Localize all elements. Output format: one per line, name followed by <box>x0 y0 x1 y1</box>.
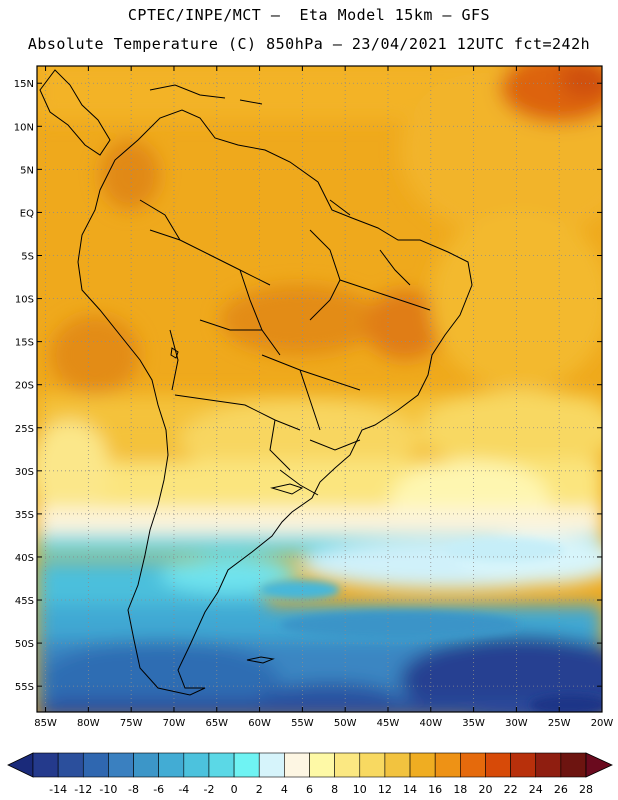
temperature-colorbar: -14 -12 -10 -8 -6 -4 -2 0 2 4 6 8 10 12 14 16 18 20 22 24 26… <box>7 752 613 796</box>
lat-label: 10N <box>14 122 34 133</box>
colorbar-swatch <box>233 752 260 778</box>
colorbar-label: 14 <box>403 783 417 796</box>
colorbar-swatch <box>434 752 461 778</box>
lon-label: 25W <box>548 718 571 729</box>
lat-label: 55S <box>15 682 34 693</box>
continent-outline <box>39 69 473 696</box>
colorbar-label: -4 <box>178 783 189 796</box>
colorbar-swatch <box>460 752 486 778</box>
colorbar-label: 10 <box>353 783 367 796</box>
lon-label: 55W <box>291 718 314 729</box>
colorbar-label: 22 <box>504 783 518 796</box>
lon-label: 35W <box>462 718 485 729</box>
lat-label: 10S <box>15 295 34 306</box>
colorbar-swatch <box>535 752 562 778</box>
colorbar-swatch <box>510 752 537 778</box>
map-frame <box>36 65 603 713</box>
colorbar-swatch <box>108 752 134 778</box>
colorbar-label: 4 <box>281 783 288 796</box>
colorbar-label: -10 <box>99 783 117 796</box>
lon-label: 45W <box>377 718 400 729</box>
lon-label: 40W <box>419 718 442 729</box>
lat-label: 25S <box>15 424 34 435</box>
colorbar-swatch <box>158 752 185 778</box>
lon-label: 20W <box>591 718 614 729</box>
colorbar-swatch <box>309 752 335 778</box>
colorbar-label: 24 <box>529 783 543 796</box>
colorbar-label: -2 <box>203 783 214 796</box>
colorbar-label: 20 <box>478 783 492 796</box>
lon-label: 70W <box>163 718 186 729</box>
colorbar-label: 8 <box>331 783 338 796</box>
colorbar-swatch <box>82 752 109 778</box>
colorbar-end-high <box>585 752 613 778</box>
colorbar-label: 2 <box>256 783 263 796</box>
central-america-coast <box>39 69 111 156</box>
colorbar-label: 0 <box>231 783 238 796</box>
temperature-field <box>37 66 602 712</box>
lon-label: 75W <box>120 718 143 729</box>
lat-label: 35S <box>15 510 34 521</box>
title-model-line: CPTEC/INPE/MCT – Eta Model 15km – GFS <box>127 6 491 24</box>
lat-label: 15S <box>15 338 34 349</box>
colorbar-label: 28 <box>579 783 593 796</box>
lon-label: 60W <box>248 718 271 729</box>
colorbar-label: -8 <box>128 783 139 796</box>
lat-label: 15N <box>14 79 34 90</box>
lon-label: 85W <box>34 718 57 729</box>
lat-label: 20S <box>15 381 34 392</box>
colorbar-label: 26 <box>554 783 568 796</box>
south-america-coastline <box>77 109 473 696</box>
colorbar-swatch <box>560 752 587 778</box>
title-variable-line: Absolute Temperature (C) 850hPa – 23/04/… <box>27 35 591 53</box>
latitude-axis: 15N 10N 5N EQ 5S 10S 15S 20S 25S 30S 35S 40S 45S 50S 5… <box>14 79 602 693</box>
colorbar-label: 18 <box>453 783 467 796</box>
lat-label: 45S <box>15 596 34 607</box>
colorbar-label: -14 <box>49 783 67 796</box>
colorbar-swatch <box>57 752 84 778</box>
colorbar-label: -6 <box>153 783 164 796</box>
colorbar-swatch <box>359 752 386 778</box>
colorbar-label: 6 <box>306 783 313 796</box>
lat-label: 5S <box>21 251 34 262</box>
colorbar-swatch <box>32 752 59 778</box>
colorbar-swatch <box>133 752 159 778</box>
colorbar-end-low <box>7 752 34 778</box>
lat-label: 30S <box>15 467 34 478</box>
lon-label: 65W <box>205 718 228 729</box>
lat-label: 5N <box>20 165 34 176</box>
lon-label: 30W <box>505 718 528 729</box>
caribbean-islands <box>149 84 263 105</box>
lon-label: 80W <box>77 718 100 729</box>
colorbar-swatch <box>183 752 210 778</box>
longitude-axis: 85W 80W 75W 70W 65W 60W 55W 50W 45W 40W 35W 30W 25W 2… <box>34 66 613 729</box>
colorbar-swatch <box>258 752 285 778</box>
colorbar-label: 12 <box>378 783 392 796</box>
lon-label: 50W <box>334 718 357 729</box>
lat-label: 40S <box>15 553 34 564</box>
colorbar-swatch <box>485 752 511 778</box>
lake-and-island-details <box>170 347 304 664</box>
colorbar-label: -12 <box>74 783 92 796</box>
colorbar-swatch <box>384 752 411 778</box>
colorbar-label: 16 <box>428 783 442 796</box>
colorbar-swatch <box>208 752 235 778</box>
colorbar-swatch <box>284 752 310 778</box>
colorbar-swatch <box>334 752 361 778</box>
colorbar-swatch <box>409 752 436 778</box>
country-borders <box>139 199 431 496</box>
lat-label: EQ <box>20 208 34 219</box>
lat-label: 50S <box>15 639 34 650</box>
